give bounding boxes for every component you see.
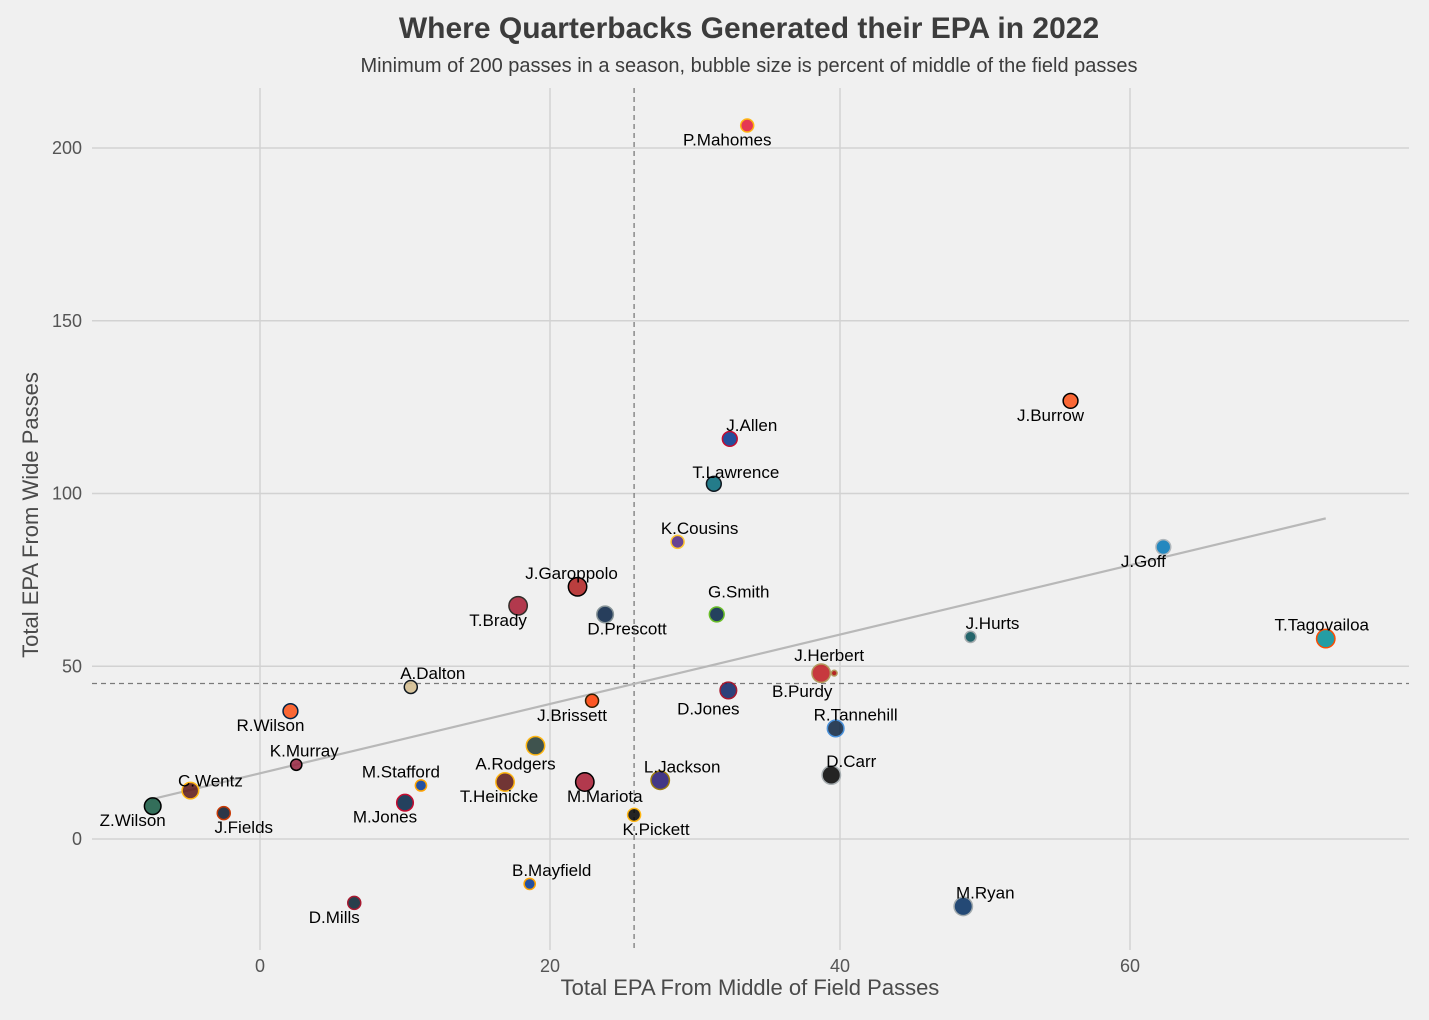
- point-label-g-smith: G.Smith: [708, 582, 769, 601]
- point-m-mariota: [574, 772, 595, 792]
- point-label-j-allen: J.Allen: [726, 416, 777, 435]
- point-j-allen: [721, 430, 738, 448]
- y-axis-label: Total EPA From Wide Passes: [18, 372, 43, 658]
- point-label-j-hurts: J.Hurts: [966, 614, 1020, 633]
- chart-subtitle: Minimum of 200 passes in a season, bubbl…: [360, 55, 1138, 77]
- x-tick-label: 0: [255, 956, 265, 976]
- y-tick-label: 0: [72, 829, 82, 849]
- point-label-m-ryan: M.Ryan: [956, 883, 1015, 902]
- point-label-k-pickett: K.Pickett: [623, 820, 690, 839]
- point-label-m-mariota: M.Mariota: [567, 787, 643, 806]
- point-label-p-mahomes: P.Mahomes: [683, 131, 772, 150]
- trend-line: [150, 517, 1327, 801]
- point-label-z-wilson: Z.Wilson: [100, 811, 166, 830]
- point-label-j-brissett: J.Brissett: [537, 706, 607, 725]
- point-r-tannehill: [826, 719, 845, 738]
- point-t-brady: [508, 595, 529, 616]
- point-j-brissett: [584, 693, 600, 709]
- point-a-dalton: [403, 679, 419, 695]
- point-j-fields: [216, 805, 231, 821]
- point-p-mahomes: [739, 118, 755, 133]
- point-label-r-wilson: R.Wilson: [236, 716, 304, 735]
- point-m-jones: [395, 793, 415, 812]
- point-label-d-mills: D.Mills: [309, 908, 360, 927]
- point-label-t-heinicke: T.Heinicke: [460, 787, 538, 806]
- point-label-d-carr: D.Carr: [826, 752, 876, 771]
- chart-title: Where Quarterbacks Generated their EPA i…: [398, 12, 1100, 45]
- point-j-burrow: [1062, 392, 1079, 410]
- point-t-tagovailoa: [1315, 628, 1336, 649]
- point-label-t-tagovailoa: T.Tagovailoa: [1274, 616, 1369, 635]
- point-label-d-prescott: D.Prescott: [587, 619, 667, 638]
- point-label-j-fields: J.Fields: [214, 818, 273, 837]
- x-axis-label: Total EPA From Middle of Field Passes: [561, 975, 940, 1000]
- point-m-ryan: [953, 896, 974, 917]
- point-label-j-goff: J.Goff: [1121, 552, 1166, 571]
- point-label-j-garoppolo: J.Garoppolo: [525, 564, 618, 583]
- point-label-t-brady: T.Brady: [469, 611, 527, 630]
- point-label-b-purdy: B.Purdy: [772, 682, 833, 701]
- point-d-jones: [719, 681, 738, 700]
- x-tick-label: 60: [1120, 956, 1140, 976]
- point-j-herbert: [811, 663, 832, 684]
- point-t-heinicke: [495, 772, 515, 792]
- y-tick-label: 100: [52, 484, 82, 504]
- point-c-wentz: [181, 781, 200, 800]
- point-label-a-dalton: A.Dalton: [400, 664, 465, 683]
- x-tick-label: 40: [830, 956, 850, 976]
- point-b-purdy: [830, 669, 838, 677]
- point-k-pickett: [626, 807, 642, 823]
- point-r-wilson: [282, 703, 299, 720]
- point-label-d-jones: D.Jones: [677, 699, 739, 718]
- point-label-t-lawrence: T.Lawrence: [692, 463, 779, 482]
- y-tick-label: 200: [52, 138, 82, 158]
- point-label-m-jones: M.Jones: [353, 808, 417, 827]
- point-label-c-wentz: C.Wentz: [178, 772, 243, 791]
- point-k-murray: [289, 758, 303, 772]
- point-j-garoppolo: [567, 576, 588, 597]
- point-label-j-burrow: J.Burrow: [1017, 406, 1085, 425]
- point-label-r-tannehill: R.Tannehill: [814, 705, 898, 724]
- point-z-wilson: [143, 797, 162, 816]
- y-tick-label: 50: [62, 656, 82, 676]
- point-label-m-stafford: M.Stafford: [362, 762, 440, 781]
- point-d-mills: [347, 895, 362, 911]
- point-t-lawrence: [705, 475, 722, 492]
- x-tick-label: 20: [540, 956, 560, 976]
- point-d-carr: [821, 765, 842, 786]
- point-label-k-murray: K.Murray: [270, 742, 339, 761]
- point-label-b-mayfield: B.Mayfield: [512, 861, 591, 880]
- point-l-jackson: [650, 770, 671, 791]
- point-label-k-cousins: K.Cousins: [661, 519, 738, 538]
- point-j-hurts: [964, 630, 977, 644]
- point-k-cousins: [670, 534, 685, 550]
- point-label-j-herbert: J.Herbert: [794, 646, 864, 665]
- point-j-goff: [1155, 538, 1172, 556]
- point-label-l-jackson: L.Jackson: [644, 757, 721, 776]
- point-m-stafford: [414, 779, 428, 792]
- y-tick-label: 150: [52, 311, 82, 331]
- point-b-mayfield: [523, 877, 537, 891]
- point-label-a-rodgers: A.Rodgers: [475, 755, 555, 774]
- point-a-rodgers: [525, 735, 546, 756]
- point-d-prescott: [596, 605, 615, 624]
- point-g-smith: [708, 606, 725, 623]
